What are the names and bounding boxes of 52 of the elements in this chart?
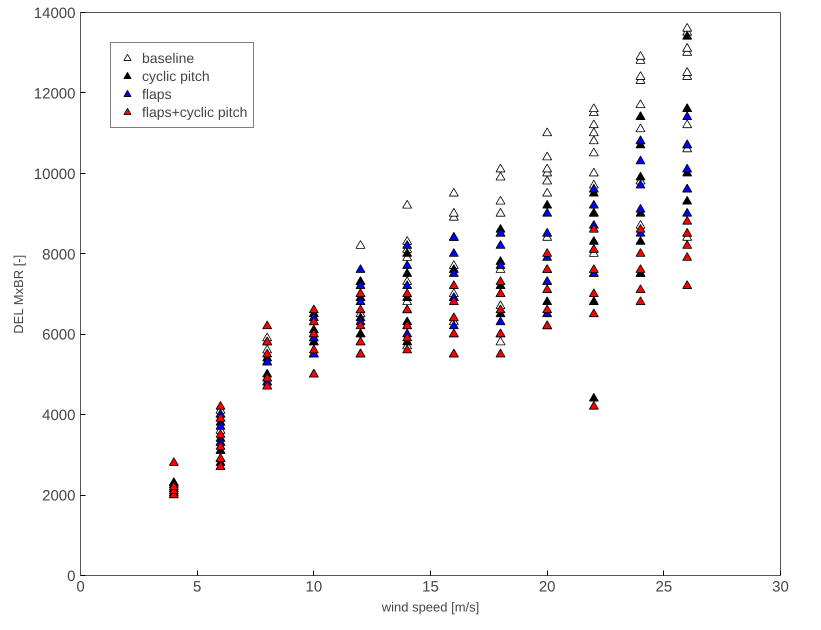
point: [448, 320, 459, 330]
point: [636, 204, 646, 213]
y-tick-label: 8000: [42, 246, 76, 264]
legend-label: cyclic pitch: [142, 67, 210, 85]
point: [636, 172, 646, 180]
y-tick-label: 4000: [42, 407, 76, 424]
point: [542, 296, 552, 306]
point: [356, 280, 366, 289]
point: [588, 236, 599, 245]
point: [542, 200, 552, 209]
legend-label: flaps+cyclic pitch: [142, 103, 248, 121]
point: [588, 184, 599, 192]
legend-label: flaps: [142, 85, 172, 103]
point: [448, 268, 459, 277]
point: [636, 236, 646, 245]
y-tick-label: 0: [67, 568, 76, 585]
y-tick-label: 6000: [42, 326, 76, 344]
y-axis-title: DEL MxBR [-]: [10, 254, 26, 334]
point: [356, 296, 366, 306]
x-tick-label: 10: [305, 578, 322, 596]
x-tick-label: 30: [772, 578, 789, 596]
point: [216, 421, 226, 430]
point: [682, 208, 692, 217]
point: [682, 164, 692, 172]
point: [636, 180, 646, 188]
y-tick-label: 14000: [34, 5, 76, 22]
y-tick-label: 2000: [42, 488, 76, 505]
x-tick-label: 5: [192, 578, 202, 596]
point: [588, 200, 599, 209]
point: [636, 156, 646, 164]
point: [356, 264, 366, 273]
y-tick-label: 12000: [34, 85, 76, 102]
point: [542, 208, 552, 217]
point: [402, 280, 412, 289]
point: [588, 392, 599, 402]
y-tick-label: 10000: [34, 166, 76, 183]
point: [496, 260, 506, 269]
point: [682, 196, 692, 205]
point: [682, 31, 692, 40]
x-tick-label: 25: [655, 578, 672, 596]
point: [448, 248, 459, 257]
x-axis-title: wind speed [m/s]: [380, 600, 480, 614]
point: [402, 268, 412, 277]
legend-label: baseline: [142, 49, 194, 67]
point: [496, 316, 506, 326]
point: [682, 111, 692, 120]
point: [402, 248, 412, 257]
x-tick-label: 15: [422, 578, 439, 596]
point: [402, 240, 412, 249]
x-tick-label: 20: [538, 578, 556, 596]
point: [402, 260, 412, 269]
point: [496, 240, 506, 249]
